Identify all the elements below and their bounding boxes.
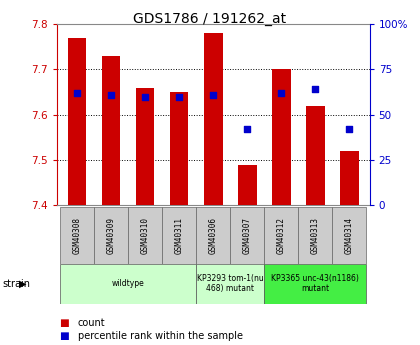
- Text: ▶: ▶: [19, 279, 26, 288]
- Text: GSM40308: GSM40308: [73, 217, 81, 254]
- Text: GSM40311: GSM40311: [175, 217, 184, 254]
- Point: [176, 94, 183, 99]
- Text: GSM40309: GSM40309: [107, 217, 116, 254]
- Text: GSM40313: GSM40313: [311, 217, 320, 254]
- Point: [278, 90, 284, 96]
- Bar: [136, 88, 155, 205]
- Bar: [60, 207, 94, 264]
- Text: strain: strain: [2, 279, 30, 288]
- Bar: [94, 207, 128, 264]
- Bar: [128, 207, 162, 264]
- Bar: [230, 207, 264, 264]
- Bar: [60, 264, 196, 304]
- Point: [108, 92, 115, 98]
- Bar: [332, 207, 366, 264]
- Bar: [68, 38, 87, 205]
- Text: GDS1786 / 191262_at: GDS1786 / 191262_at: [134, 12, 286, 26]
- Point: [244, 126, 250, 132]
- Bar: [298, 207, 332, 264]
- Bar: [204, 33, 223, 205]
- Text: GSM40310: GSM40310: [141, 217, 150, 254]
- Text: percentile rank within the sample: percentile rank within the sample: [78, 332, 243, 341]
- Bar: [340, 151, 359, 205]
- Bar: [272, 69, 291, 205]
- Text: count: count: [78, 318, 105, 327]
- Point: [312, 87, 318, 92]
- Text: GSM40314: GSM40314: [345, 217, 354, 254]
- Bar: [196, 264, 264, 304]
- Bar: [102, 56, 121, 205]
- Text: GSM40312: GSM40312: [277, 217, 286, 254]
- Point: [74, 90, 81, 96]
- Bar: [306, 106, 325, 205]
- Text: KP3365 unc-43(n1186)
mutant: KP3365 unc-43(n1186) mutant: [271, 274, 359, 294]
- Point: [346, 126, 352, 132]
- Text: KP3293 tom-1(nu
468) mutant: KP3293 tom-1(nu 468) mutant: [197, 274, 263, 294]
- Text: wildtype: wildtype: [112, 279, 144, 288]
- Point: [210, 92, 217, 98]
- Text: ■: ■: [59, 332, 68, 341]
- Bar: [264, 264, 366, 304]
- Bar: [238, 165, 257, 205]
- Text: GSM40307: GSM40307: [243, 217, 252, 254]
- Bar: [264, 207, 298, 264]
- Bar: [162, 207, 196, 264]
- Text: ■: ■: [59, 318, 68, 327]
- Point: [142, 94, 149, 99]
- Bar: [196, 207, 230, 264]
- Text: GSM40306: GSM40306: [209, 217, 218, 254]
- Bar: [170, 92, 189, 205]
